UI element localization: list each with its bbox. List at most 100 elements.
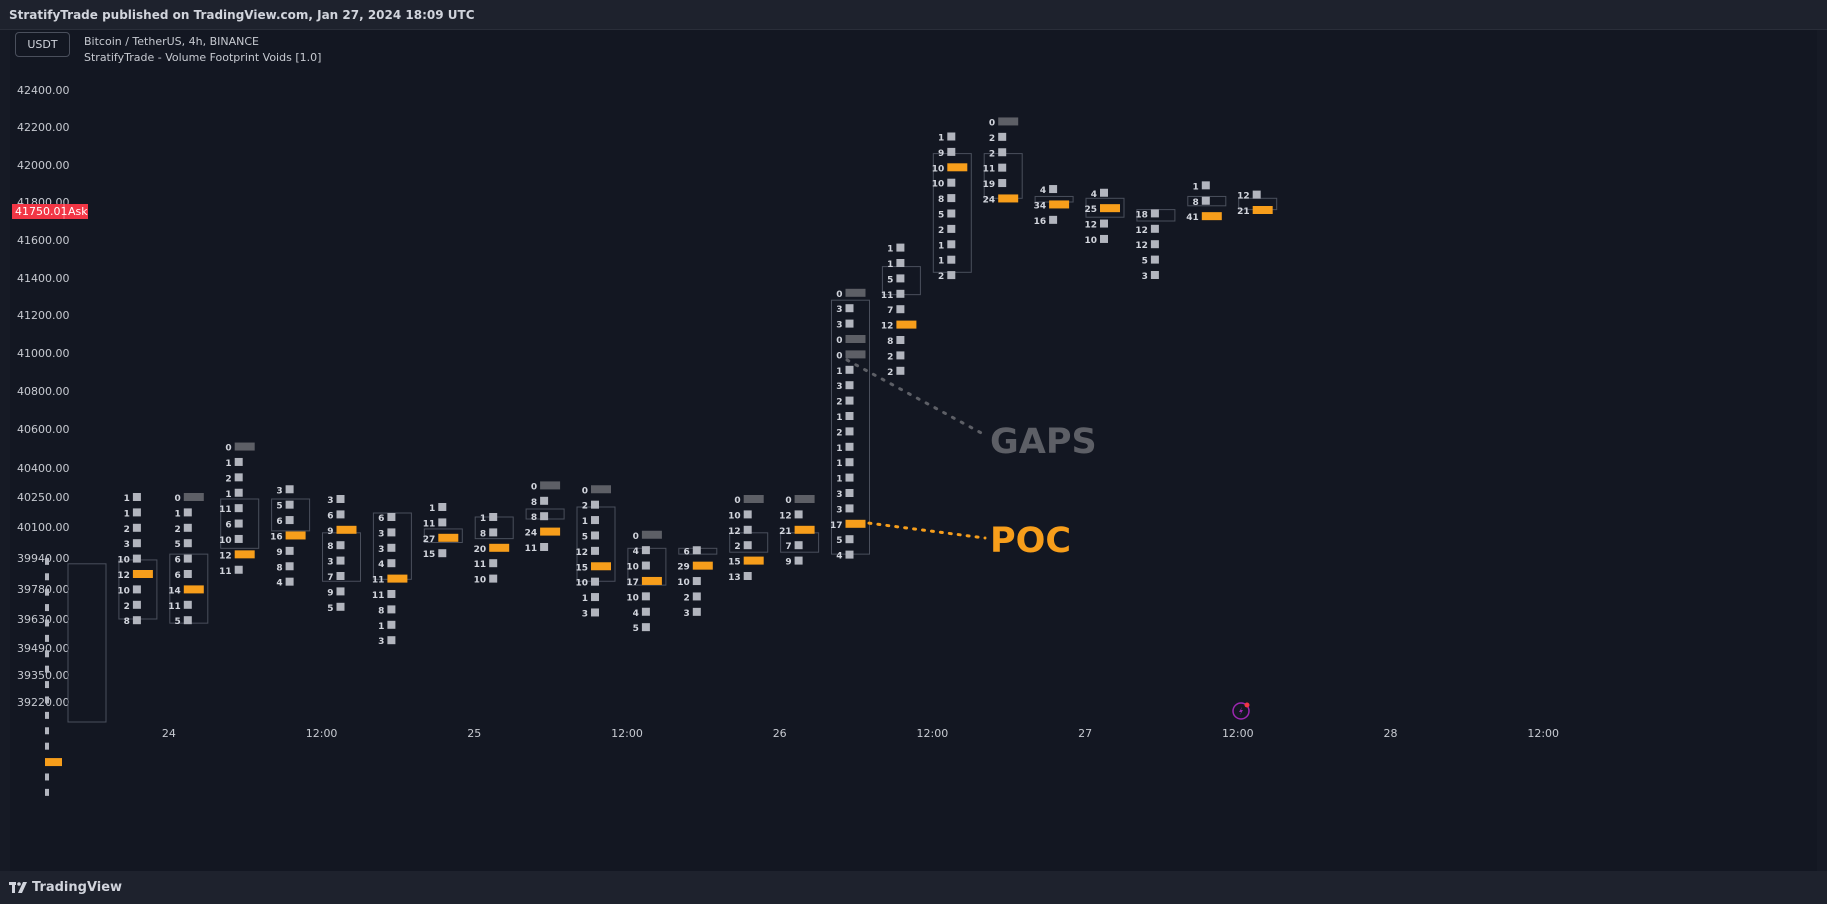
row-volume-label: 12	[117, 571, 130, 581]
y-axis[interactable]: 42600.0042400.0042200.0042000.0041800.00…	[17, 46, 70, 709]
footprint-cell	[132, 600, 141, 609]
footer-brand: TradingView	[32, 880, 123, 895]
footprint-chart[interactable]: 42600.0042400.0042200.0042000.0041800.00…	[10, 30, 1817, 871]
row-volume-label: 6	[276, 517, 282, 527]
footprint-cell	[45, 604, 49, 612]
footprint-cell	[845, 489, 854, 497]
footprint-cell	[896, 336, 905, 344]
row-volume-label: 1	[887, 260, 893, 270]
gaps-pointer-line	[845, 358, 987, 437]
bar-body	[983, 153, 1023, 199]
footprint-cell	[234, 457, 243, 466]
row-volume-label: 0	[836, 336, 842, 346]
footprint-bar: 0 4 10 17 10 4 5	[626, 530, 667, 634]
row-volume-label: 0	[225, 444, 231, 454]
tradingview-logo[interactable]: TradingView	[9, 871, 1827, 904]
footprint-cell	[947, 147, 956, 156]
row-volume-label: 10	[932, 180, 945, 190]
row-volume-label: 3	[378, 529, 384, 539]
footprint-cell	[896, 351, 905, 360]
row-volume-label: 3	[836, 382, 842, 392]
footprint-bar: 1 9 10 10 8 5 2 1 1 2	[932, 132, 972, 282]
y-tick-label: 39780.00	[17, 583, 70, 596]
bars-layer: 1123101210280125661411501211161012113561…	[45, 117, 1278, 796]
row-volume-label: 9	[327, 588, 333, 598]
row-volume-label: 7	[887, 306, 893, 316]
footprint-cell	[438, 518, 447, 527]
footprint-cell	[845, 535, 854, 544]
footprint-cell	[132, 523, 141, 532]
publisher-bar: StratifyTrade published on TradingView.c…	[0, 0, 1827, 30]
price-tag-bg	[12, 204, 88, 219]
footprint-cell	[743, 572, 752, 580]
gap-cell	[591, 485, 611, 494]
legend-indicator[interactable]: StratifyTrade - Volume Footprint Voids […	[84, 51, 322, 64]
row-volume-label: 11	[983, 165, 996, 175]
footprint-cell	[387, 528, 396, 537]
row-volume-label: 8	[124, 617, 130, 627]
footprint-bar: 18 12 12 5 3	[1135, 209, 1176, 282]
footprint-cell	[947, 255, 956, 264]
y-tick-label: 39940.00	[17, 552, 70, 565]
footprint-cell	[183, 539, 192, 548]
footprint-cell	[285, 500, 294, 509]
poc-label: POC	[990, 521, 1071, 561]
footprint-cell	[641, 623, 650, 632]
poc-cell	[794, 525, 815, 534]
footprint-cell	[285, 516, 294, 525]
footprint-bar: 0 2 2 11 19 24	[983, 117, 1023, 205]
chart-panel[interactable]: 42600.0042400.0042200.0042000.0041800.00…	[10, 30, 1817, 871]
row-volume-label: 8	[531, 513, 537, 523]
footprint-cell	[234, 488, 243, 497]
row-volume-label: 5	[836, 536, 842, 546]
row-volume-label: 10	[728, 511, 741, 521]
footprint-cell	[591, 531, 599, 540]
row-volume-label: 6	[225, 521, 231, 531]
x-tick-label: 24	[162, 727, 176, 740]
poc-cell	[183, 585, 204, 594]
row-volume-label: 3	[378, 637, 384, 647]
footprint-cell	[183, 508, 192, 517]
row-volume-label: 16	[1034, 217, 1047, 227]
replay-icon[interactable]	[1232, 702, 1250, 720]
x-tick-label: 12:00	[917, 727, 949, 740]
footprint-cell	[45, 758, 62, 767]
footprint-cell	[336, 510, 345, 519]
row-volume-label: 5	[887, 275, 893, 285]
legend: Bitcoin / TetherUS, 4h, BINANCE Stratify…	[84, 34, 321, 66]
footprint-cell	[183, 616, 192, 625]
x-tick-label: 27	[1078, 727, 1092, 740]
footprint-cell	[285, 485, 294, 494]
x-axis[interactable]: 24 12:00 25 12:00 26 12:00 27 12:00 28 12:00	[162, 727, 1559, 740]
row-volume-label: 12	[728, 527, 741, 537]
poc-cell	[438, 533, 459, 542]
footprint-cell	[947, 224, 956, 233]
currency-button[interactable]: USDT	[15, 32, 70, 57]
poc-cell	[845, 519, 866, 528]
row-volume-label: 1	[124, 509, 130, 519]
row-volume-label: 4	[276, 579, 282, 589]
footprint-cell	[692, 592, 701, 601]
row-volume-label: 5	[938, 211, 944, 221]
row-volume-label: 2	[582, 502, 588, 512]
y-tick-label: 41600.00	[17, 234, 70, 247]
footprint-cell	[641, 561, 650, 570]
row-volume-label: 1	[1193, 182, 1199, 192]
row-volume-label: 1	[887, 245, 893, 255]
row-volume-label: 7	[785, 542, 791, 552]
y-tick-label: 39630.00	[17, 613, 70, 626]
row-volume-label: 8	[327, 542, 333, 552]
row-volume-label: 6	[175, 556, 181, 566]
row-volume-label: 12	[575, 548, 588, 558]
footprint-cell	[641, 546, 650, 555]
footprint-cell	[845, 458, 854, 467]
footprint-cell	[896, 366, 905, 375]
footprint-cell	[45, 773, 49, 781]
footprint-cell	[336, 602, 345, 611]
row-volume-label: 1	[225, 490, 231, 500]
footprint-cell	[1150, 224, 1159, 233]
row-volume-label: 11	[474, 560, 487, 570]
row-volume-label: 24	[983, 195, 996, 205]
legend-symbol[interactable]: Bitcoin / TetherUS, 4h, BINANCE	[84, 35, 260, 48]
footprint-bar: 4 34 16	[1034, 185, 1074, 227]
